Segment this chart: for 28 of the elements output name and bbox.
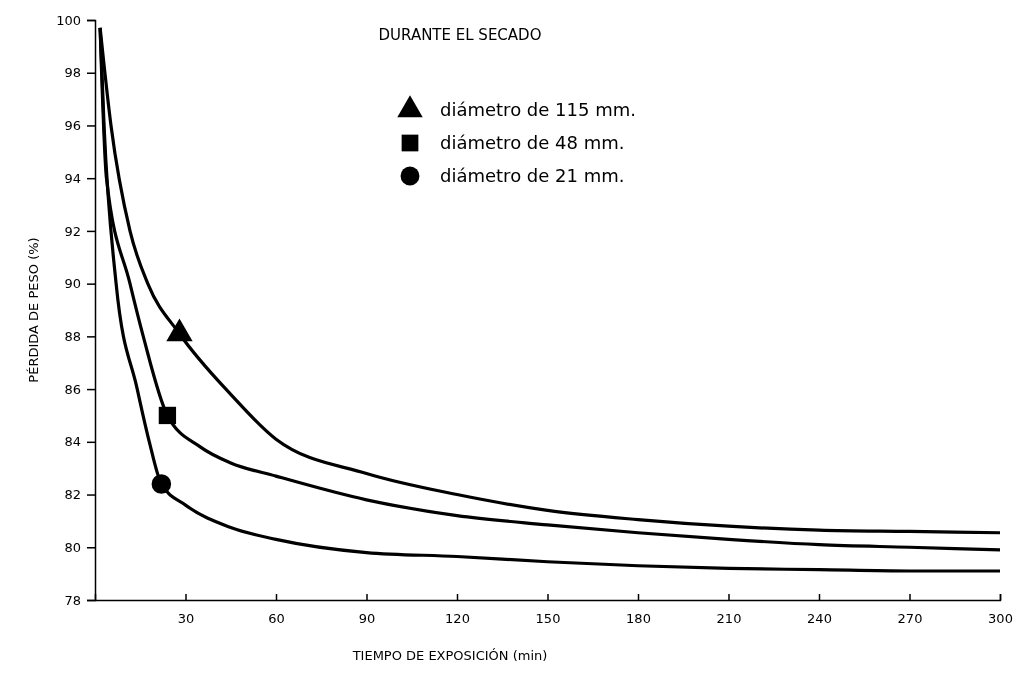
x-tick-label: 150 — [535, 611, 561, 627]
y-tick-label: 98 — [64, 65, 81, 81]
x-tick-label: 30 — [177, 611, 195, 627]
x-tick-label: 300 — [988, 611, 1013, 627]
x-tick-label: 60 — [268, 611, 285, 627]
y-tick-label: 78 — [64, 592, 81, 608]
legend-label: diámetro de 115 mm. — [440, 99, 636, 120]
x-tick-label: 240 — [807, 611, 832, 627]
x-tick-label: 210 — [716, 611, 742, 627]
y-axis-title: PÉRDIDA DE PESO (%) — [26, 237, 41, 383]
y-tick-label: 88 — [64, 329, 81, 345]
y-tick-label: 92 — [64, 223, 81, 239]
y-tick-label: 90 — [64, 276, 81, 292]
x-tick-label: 90 — [358, 611, 376, 627]
chart-title: DURANTE EL SECADO — [378, 26, 542, 44]
x-tick-label: 120 — [445, 611, 470, 627]
y-tick-label: 82 — [64, 487, 81, 503]
y-tick-label: 96 — [64, 118, 81, 134]
y-tick-label: 80 — [64, 539, 81, 555]
y-tick-label: 84 — [64, 434, 81, 450]
y-tick-label: 94 — [64, 170, 81, 186]
y-tick-label: 86 — [64, 381, 81, 397]
x-axis-title: TIEMPO DE EXPOSICIÓN (min) — [351, 648, 548, 663]
x-tick-label: 270 — [897, 611, 923, 627]
legend-label: diámetro de 21 mm. — [440, 165, 625, 186]
x-tick-label: 180 — [626, 611, 651, 627]
y-tick-label: 100 — [56, 12, 81, 28]
legend-label: diámetro de 48 mm. — [440, 132, 625, 153]
